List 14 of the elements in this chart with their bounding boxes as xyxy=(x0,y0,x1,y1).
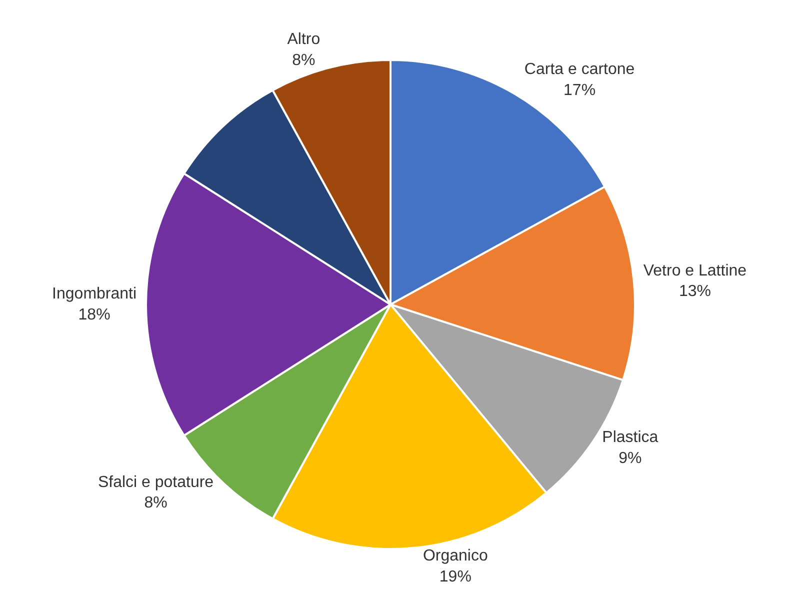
data-label: 18% xyxy=(78,306,110,324)
slice-label: Organico xyxy=(422,548,488,565)
data-label: 8% xyxy=(144,494,168,512)
slice-label: Carta e cartone xyxy=(524,61,635,78)
slice-label: Vetro e Lattine xyxy=(643,262,747,280)
data-label: 8% xyxy=(292,52,316,69)
slice-label: Plastica xyxy=(602,429,658,446)
data-label: 13% xyxy=(678,283,711,300)
slice-label: Altro xyxy=(287,31,320,48)
slice-label: Sfalci e potature xyxy=(98,474,214,491)
data-label: 17% xyxy=(564,82,596,99)
slice-label: Ingombranti xyxy=(52,286,137,303)
data-label: 9% xyxy=(618,450,642,467)
data-label: 19% xyxy=(439,568,472,586)
